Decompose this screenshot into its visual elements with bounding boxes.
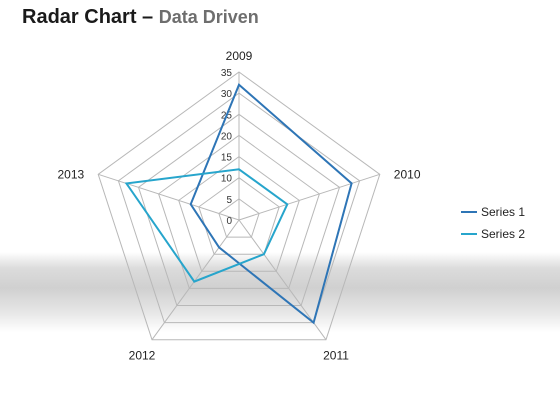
series-line-1 (189, 83, 353, 325)
category-label-2012: 2012 (129, 349, 156, 363)
tick-label: 20 (221, 131, 233, 142)
tick-label: 35 (221, 68, 233, 79)
page-title: Radar Chart – Data Driven (22, 6, 259, 29)
spoke-3 (151, 219, 240, 340)
title-sub: Data Driven (158, 7, 259, 27)
grid-ring-30 (117, 92, 361, 324)
category-label-2013: 2013 (57, 167, 84, 181)
legend-item-series-1: Series 1 (461, 201, 525, 223)
legend-label: Series 2 (481, 227, 526, 241)
tick-label: 30 (221, 89, 233, 100)
tick-label: 15 (221, 153, 233, 164)
category-label-2011: 2011 (323, 349, 349, 363)
title-main: Radar Chart – (22, 6, 159, 28)
category-label-2009: 2009 (226, 49, 253, 63)
radar-grid (97, 71, 381, 341)
grid-ring-25 (137, 113, 341, 306)
legend: Series 1 Series 2 (461, 201, 525, 245)
tick-label: 0 (226, 216, 232, 227)
tick-label: 10 (221, 174, 233, 185)
series-lines (124, 83, 353, 325)
category-label-2010: 2010 (394, 167, 421, 181)
legend-label: Series 1 (481, 205, 526, 219)
legend-swatch (461, 211, 477, 213)
background-band (0, 252, 560, 332)
grid-ring-20 (158, 134, 320, 289)
series-line-2 (124, 168, 289, 283)
legend-swatch (461, 233, 477, 235)
grid-ring-5 (218, 198, 260, 238)
grid-ring-10 (198, 177, 280, 255)
grid-ring-35 (97, 71, 381, 341)
legend-item-series-2: Series 2 (461, 223, 525, 245)
tick-label: 5 (226, 195, 232, 206)
grid-ring-15 (178, 155, 300, 272)
spoke-4 (98, 173, 240, 221)
spoke-1 (238, 173, 380, 221)
